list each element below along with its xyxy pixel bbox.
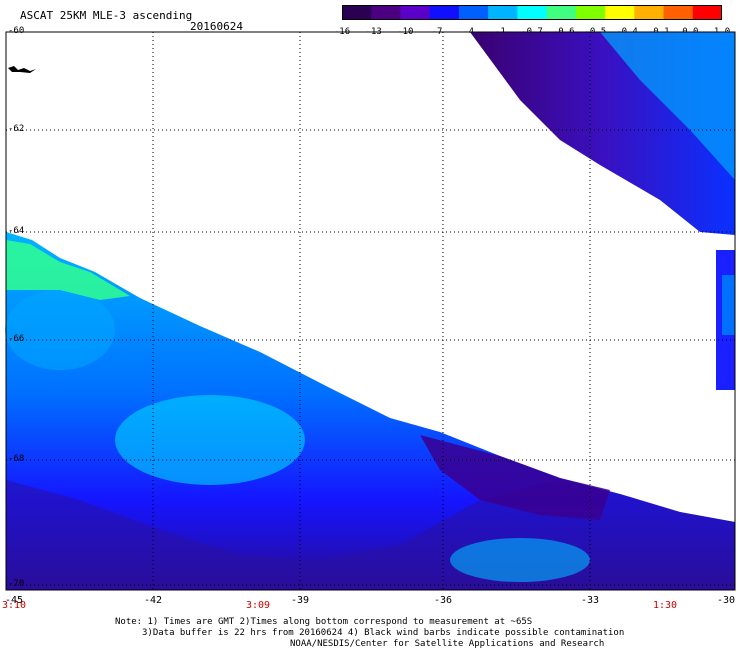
colorbar-swatch xyxy=(429,5,460,20)
lon-label: -45 xyxy=(4,595,24,606)
lon-label: -39 xyxy=(290,595,310,606)
colorbar-swatch xyxy=(488,5,518,20)
colorbar-swatch xyxy=(663,5,694,20)
coastline xyxy=(8,66,36,73)
colorbar-swatch xyxy=(517,5,548,20)
time-label: 3:09 xyxy=(245,600,271,611)
note-line-2: 3)Data buffer is 22 hrs from 20160624 4)… xyxy=(142,628,625,638)
colorbar-swatch xyxy=(546,5,577,20)
lat-label: -62 xyxy=(8,124,25,134)
colorbar-swatch xyxy=(634,5,665,20)
time-label: 1:30 xyxy=(652,600,678,611)
lat-label: -68 xyxy=(8,454,25,464)
swath-green xyxy=(6,240,130,300)
lat-label: -66 xyxy=(8,334,25,344)
colorbar-swatch xyxy=(342,5,372,20)
lat-label: -60 xyxy=(8,26,25,36)
colorbar-swatch xyxy=(371,5,401,20)
map-frame xyxy=(5,31,736,591)
product-date: 20160624 xyxy=(190,20,243,33)
lat-label: -70 xyxy=(8,579,25,589)
lat-label: -64 xyxy=(8,226,25,236)
lon-label: -33 xyxy=(580,595,600,606)
time-label: 3:10 xyxy=(1,600,27,611)
lon-label: -36 xyxy=(433,595,453,606)
colorbar-swatch xyxy=(458,5,489,20)
lon-label: -30 xyxy=(716,595,736,606)
colorbar-swatch xyxy=(692,5,722,20)
lon-label: -42 xyxy=(143,595,163,606)
map-plot xyxy=(5,31,736,591)
note-line-3: NOAA/NESDIS/Center for Satellite Applica… xyxy=(290,639,605,649)
note-line-1: Note: 1) Times are GMT 2)Times along bot… xyxy=(115,617,533,627)
colorbar-swatch xyxy=(575,5,606,20)
colorbar-swatch xyxy=(400,5,431,20)
colorbar-swatch xyxy=(605,5,635,20)
colorbar xyxy=(342,5,722,20)
product-title: ASCAT 25KM MLE-3 ascending xyxy=(20,9,193,22)
